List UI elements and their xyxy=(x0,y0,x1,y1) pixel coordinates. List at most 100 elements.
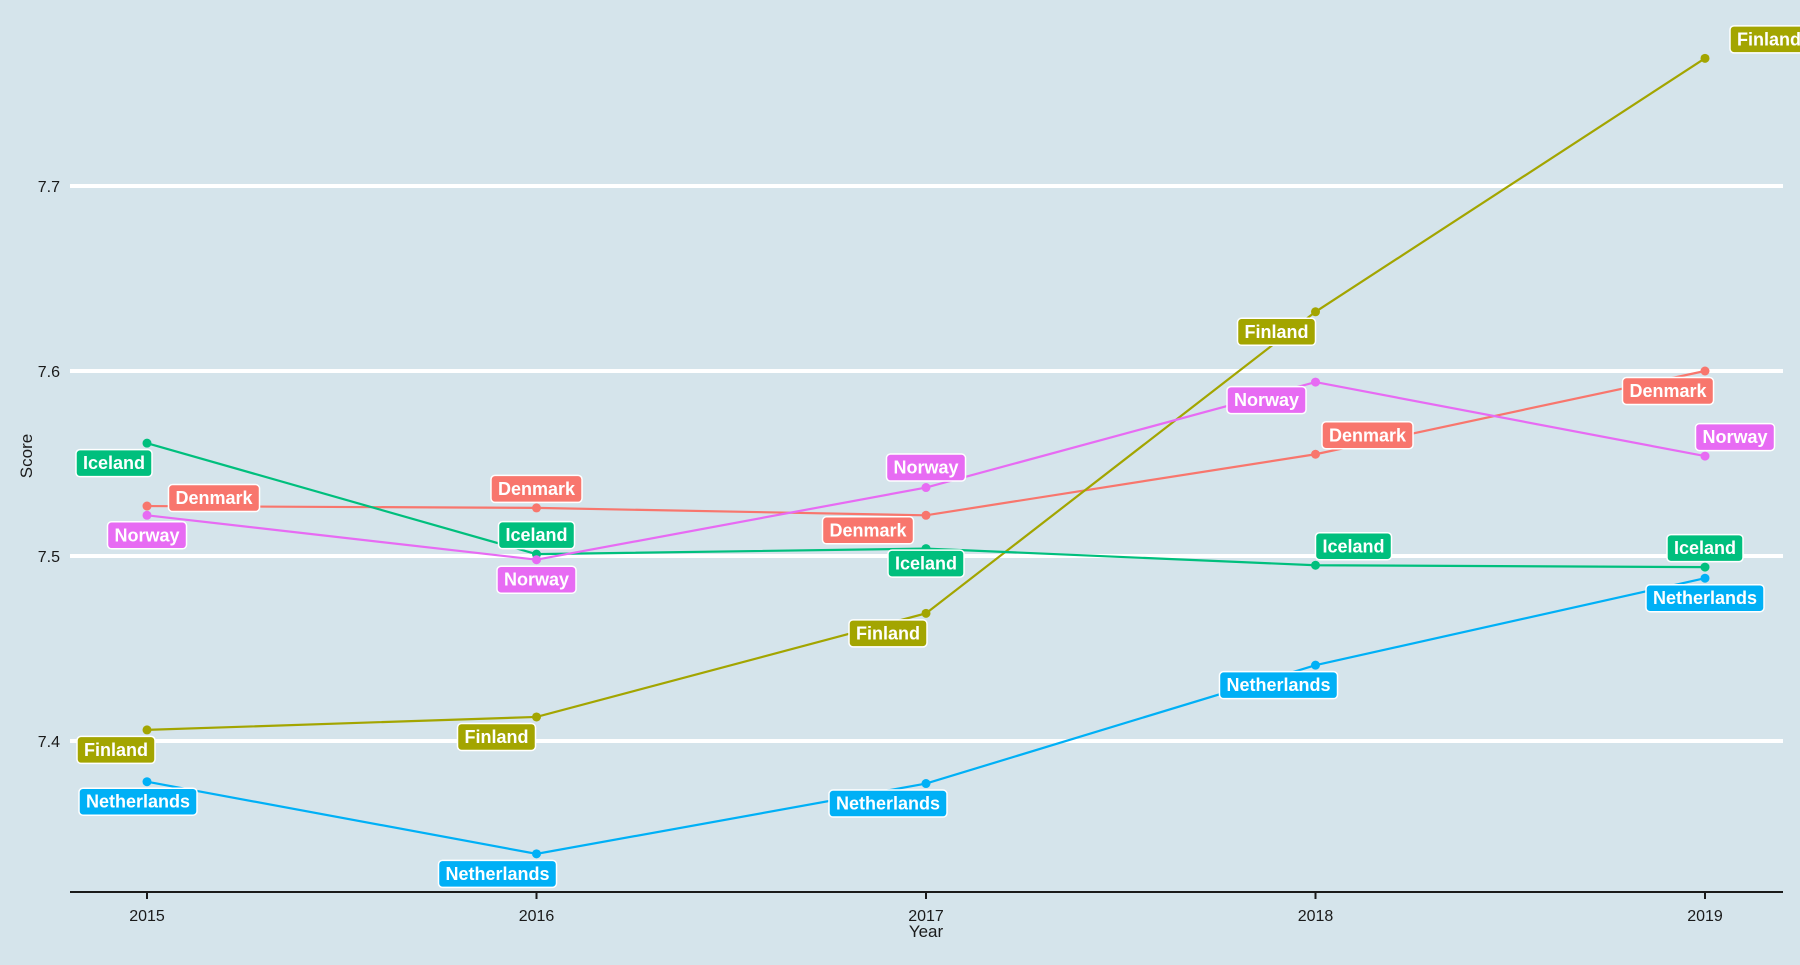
data-point xyxy=(921,779,931,789)
data-point xyxy=(921,608,931,618)
data-point xyxy=(142,725,152,735)
point-label: Iceland xyxy=(1314,532,1393,561)
point-label-box xyxy=(78,787,198,816)
point-label-text: Denmark xyxy=(175,488,253,508)
point-label-text: Denmark xyxy=(1629,381,1707,401)
point-label-text: Finland xyxy=(1245,322,1309,342)
point-label-box xyxy=(76,735,156,765)
data-point xyxy=(142,510,152,520)
point-label-box xyxy=(1645,583,1765,613)
point-label-text: Denmark xyxy=(498,479,576,499)
point-label-box xyxy=(887,549,965,578)
point-label: Norway xyxy=(1694,422,1776,452)
data-point xyxy=(142,438,152,448)
point-label-box xyxy=(490,474,583,504)
point-label: Finland xyxy=(848,619,928,648)
point-label-box xyxy=(848,619,928,648)
point-label: Netherlands xyxy=(828,789,948,818)
point-label: Netherlands xyxy=(1218,670,1339,700)
point-label-box xyxy=(885,453,967,482)
label-layer: Denmark Denmark Denmark Denmark Denmark Finla… xyxy=(75,25,1800,889)
data-point xyxy=(921,510,931,520)
point-label: Iceland xyxy=(75,448,153,478)
point-label-box xyxy=(496,565,577,594)
point-label-text: Finland xyxy=(465,727,529,747)
data-point xyxy=(1700,562,1710,572)
point-label-box xyxy=(1314,532,1393,561)
point-label: Denmark xyxy=(490,474,583,504)
series-layer xyxy=(142,53,1710,859)
y-tick-label: 7.4 xyxy=(38,734,60,751)
point-label-text: Iceland xyxy=(1674,538,1736,558)
point-label-text: Norway xyxy=(504,570,569,590)
x-tick-label: 2018 xyxy=(1298,908,1334,925)
point-label: Iceland xyxy=(1666,533,1744,563)
point-label-box xyxy=(828,789,948,818)
point-label: Netherlands xyxy=(78,787,198,816)
point-label-text: Iceland xyxy=(895,554,957,574)
data-point xyxy=(532,849,541,859)
data-point xyxy=(1700,366,1710,376)
point-label-box xyxy=(1226,385,1307,415)
x-tick-label: 2017 xyxy=(908,908,944,925)
point-label: Denmark xyxy=(1621,376,1715,406)
x-tick-label: 2019 xyxy=(1687,908,1723,925)
data-point xyxy=(1311,660,1320,670)
y-tick-label: 7.5 xyxy=(38,549,60,566)
x-tick-label: 2015 xyxy=(129,908,165,925)
point-label-text: Denmark xyxy=(829,520,907,540)
data-point xyxy=(1700,573,1710,583)
point-label-box xyxy=(1729,25,1800,54)
x-tick-label: 2016 xyxy=(519,908,555,925)
point-label-box xyxy=(456,722,537,752)
point-label-text: Netherlands xyxy=(1226,675,1330,695)
point-label: Norway xyxy=(885,453,967,482)
point-label-box xyxy=(497,520,576,550)
point-label: Netherlands xyxy=(437,859,558,889)
point-label: Iceland xyxy=(497,520,576,550)
point-label: Norway xyxy=(106,521,188,550)
point-label: Finland xyxy=(1236,317,1317,347)
data-point xyxy=(1311,307,1320,317)
point-label: Norway xyxy=(1226,385,1307,415)
point-label-text: Denmark xyxy=(1329,425,1407,445)
point-label-box xyxy=(75,448,153,478)
data-point xyxy=(1311,560,1320,570)
data-point xyxy=(532,555,541,565)
point-label-text: Iceland xyxy=(505,525,567,545)
series-netherlands xyxy=(142,573,1710,859)
point-label-text: Finland xyxy=(84,740,148,760)
point-label-box xyxy=(106,521,188,550)
point-label-text: Norway xyxy=(1234,390,1299,410)
point-label-box xyxy=(1694,422,1776,452)
point-label: Finland xyxy=(76,735,156,765)
y-tick-label: 7.6 xyxy=(38,364,60,381)
axis-layer: 7.4 7.5 7.6 7.7 2015 2016 2017 2018 2019 xyxy=(38,179,1783,925)
point-label-box xyxy=(1666,533,1744,563)
y-tick-label: 7.7 xyxy=(38,179,60,196)
point-label: Iceland xyxy=(887,549,965,578)
point-label: Netherlands xyxy=(1645,583,1765,613)
x-axis-title: Year xyxy=(909,922,944,941)
point-label-box xyxy=(1236,317,1317,347)
point-label-box xyxy=(1218,670,1339,700)
data-point xyxy=(1311,377,1320,387)
point-label-box xyxy=(167,483,261,513)
point-label-text: Norway xyxy=(114,525,179,545)
point-label-text: Iceland xyxy=(1322,536,1384,556)
data-point xyxy=(142,777,152,787)
point-label: Denmark xyxy=(167,483,261,513)
point-label-box xyxy=(821,516,915,545)
point-label: Finland xyxy=(456,722,537,752)
point-label-text: Netherlands xyxy=(1653,588,1757,608)
point-label-text: Netherlands xyxy=(86,792,190,812)
point-label-text: Iceland xyxy=(83,453,145,473)
series-norway xyxy=(142,377,1710,565)
point-label-box xyxy=(1621,376,1715,406)
point-label-text: Norway xyxy=(1702,427,1767,447)
data-point xyxy=(532,503,541,513)
data-point xyxy=(532,712,541,722)
data-point xyxy=(1700,53,1710,63)
data-point xyxy=(1311,449,1320,459)
